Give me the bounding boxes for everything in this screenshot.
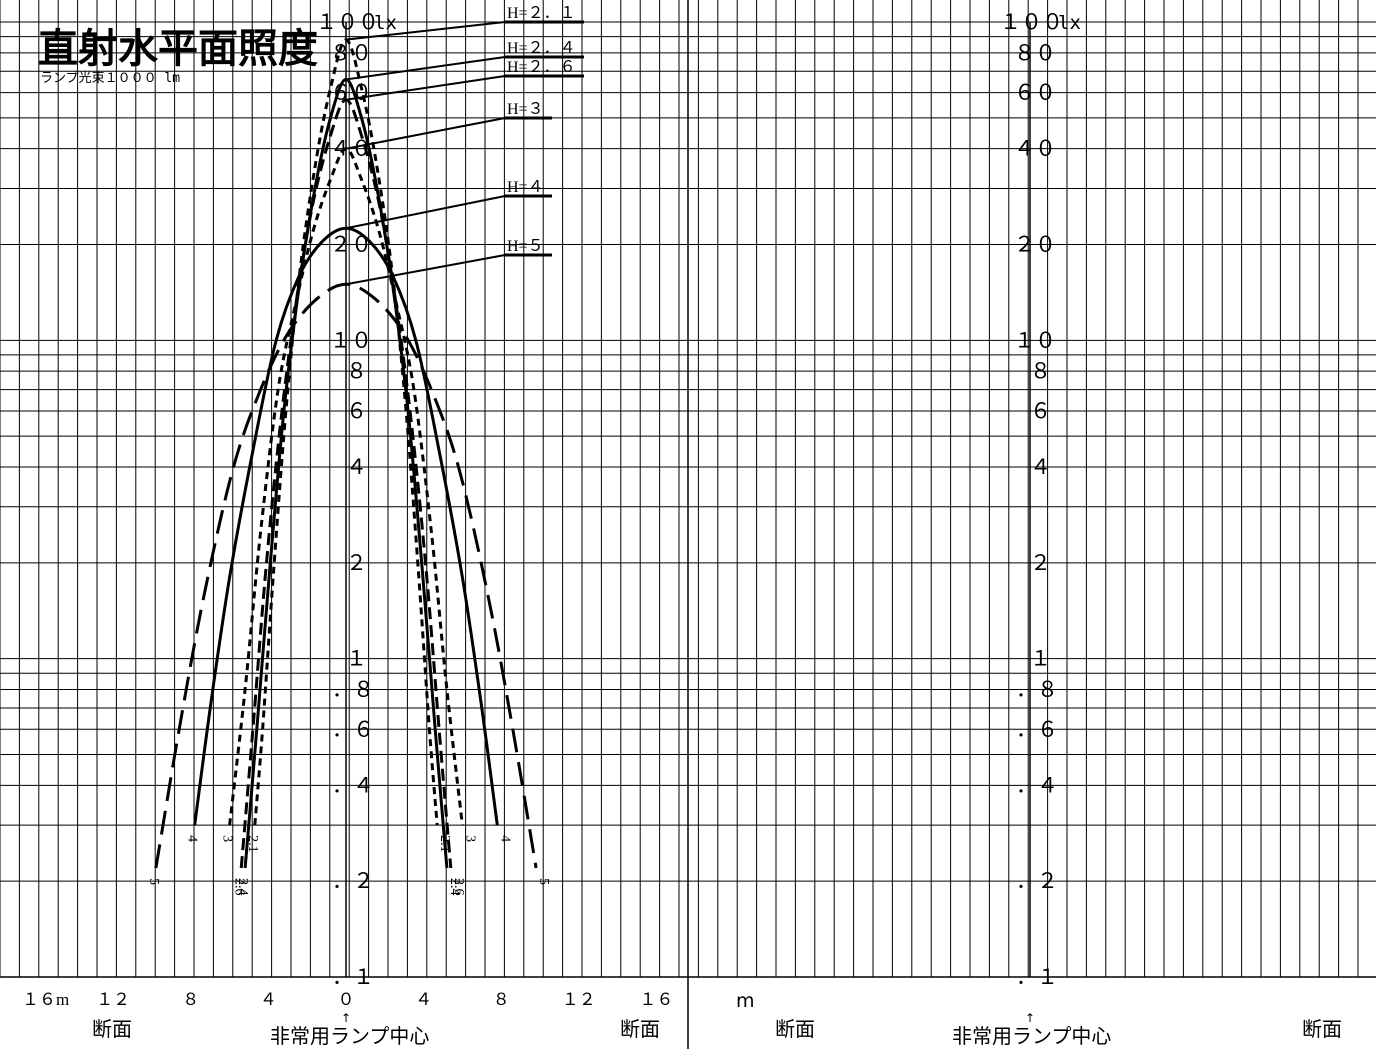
left-y-tick-label: ．６: [332, 717, 374, 741]
right-y-tick-label: ４０: [1014, 137, 1056, 161]
right-y-tick-label: ．４: [1016, 773, 1058, 797]
left-center-arrow: ↑: [341, 1011, 351, 1025]
series-label: H=２．６: [507, 59, 576, 76]
x-tick-label: ４: [260, 990, 277, 1009]
left-caption-right: 断面: [620, 1017, 660, 1041]
x-tick-label: １６m: [22, 990, 69, 1009]
right-y-tick-label: ６: [1030, 399, 1051, 423]
right-y-tick-label: １: [1030, 647, 1051, 671]
right-caption-right: 断面: [1302, 1017, 1342, 1041]
x-tick-label: １２: [562, 990, 596, 1009]
left-caption-left: 断面: [92, 1017, 132, 1041]
curve-end-label: 2.6: [451, 878, 466, 896]
right-y-tick-label: ６０: [1014, 81, 1056, 105]
curve-2.1: [253, 38, 439, 826]
right-y-tick-label: ２０: [1014, 233, 1056, 257]
right-y-tick-label: １００: [1000, 10, 1063, 34]
right-x-unit-label: m: [736, 990, 755, 1012]
left-y-tick-label: ．１: [332, 965, 374, 989]
left-y-tick-label: １: [346, 647, 367, 671]
curve-end-label: 4: [497, 835, 512, 842]
right-y-tick-label: ４: [1030, 455, 1051, 479]
right-y-tick-label: １０: [1014, 328, 1056, 352]
x-tick-label: １６: [639, 990, 673, 1009]
series-label: H=４: [507, 179, 544, 196]
curve-end-label: 5: [146, 878, 161, 885]
left-y-tick-label: ８: [346, 359, 367, 383]
x-tick-label: ８: [182, 990, 199, 1009]
leader-line-3: [345, 117, 506, 150]
left-y-tick-label: ８０: [330, 41, 372, 65]
curve-end-label: 3: [220, 835, 235, 842]
right-y-tick-label: ．６: [1016, 717, 1058, 741]
left-y-tick-label: ．４: [332, 773, 374, 797]
left-y-tick-label: ．２: [332, 869, 374, 893]
curve-end-label: 2.1: [245, 835, 260, 853]
right-y-tick-label: ８: [1030, 359, 1051, 383]
series-label: H=３: [507, 101, 544, 118]
leader-line-2.1: [345, 21, 506, 41]
chart-subtitle: ランプ光束１０００ lm: [40, 71, 180, 86]
curve-end-label: 2.1: [437, 835, 452, 853]
x-tick-label: ０: [338, 990, 355, 1009]
curve-3: [228, 147, 464, 826]
chart-title: 直射水平面照度: [38, 26, 318, 72]
right-center-arrow: ↑: [1025, 1011, 1035, 1025]
right-y-tick-label: ．１: [1016, 965, 1058, 989]
left-y-tick-label: ６: [346, 399, 367, 423]
leader-line-2.4: [345, 56, 506, 81]
x-tick-label: ４: [415, 990, 432, 1009]
curve-end-label: 5: [536, 878, 551, 885]
right-y-tick-label: ．８: [1016, 678, 1058, 702]
left-y-tick-label: １００: [316, 10, 379, 34]
curve-end-label: 2.4: [447, 878, 462, 896]
series-label: H=２．４: [507, 40, 576, 57]
curve-5: [154, 282, 538, 869]
curve-end-label: 2.6: [231, 878, 246, 896]
series-label: H=２．１: [507, 5, 576, 22]
leader-line-2.6: [345, 75, 506, 101]
left-y-unit-label: lx: [374, 12, 397, 34]
right-caption-center: 非常用ランプ中心: [952, 1024, 1111, 1048]
x-tick-label: ８: [493, 990, 510, 1009]
left-y-tick-label: ６０: [330, 81, 372, 105]
left-y-tick-label: ２０: [330, 233, 372, 257]
right-y-unit-label: lx: [1058, 12, 1081, 34]
leader-line-4: [345, 195, 506, 230]
series-label: H=５: [507, 238, 544, 255]
left-y-tick-label: ４０: [330, 137, 372, 161]
right-caption-left: 断面: [775, 1017, 815, 1041]
left-y-tick-label: １０: [330, 328, 372, 352]
left-y-tick-label: ４: [346, 455, 367, 479]
leader-line-5: [345, 254, 506, 286]
curve-end-label: 3: [462, 835, 477, 842]
right-y-tick-label: ．２: [1016, 869, 1058, 893]
left-y-tick-label: ．８: [332, 678, 374, 702]
illuminance-curves: [154, 20, 584, 869]
curve-end-label: 4: [185, 835, 200, 842]
left-y-tick-label: ２: [346, 551, 367, 575]
right-y-tick-label: ８０: [1014, 41, 1056, 65]
left-caption-center: 非常用ランプ中心: [270, 1024, 429, 1048]
right-y-tick-label: ２: [1030, 551, 1051, 575]
x-tick-label: １２: [96, 990, 130, 1009]
curve-end-label: 2.4: [235, 878, 250, 896]
